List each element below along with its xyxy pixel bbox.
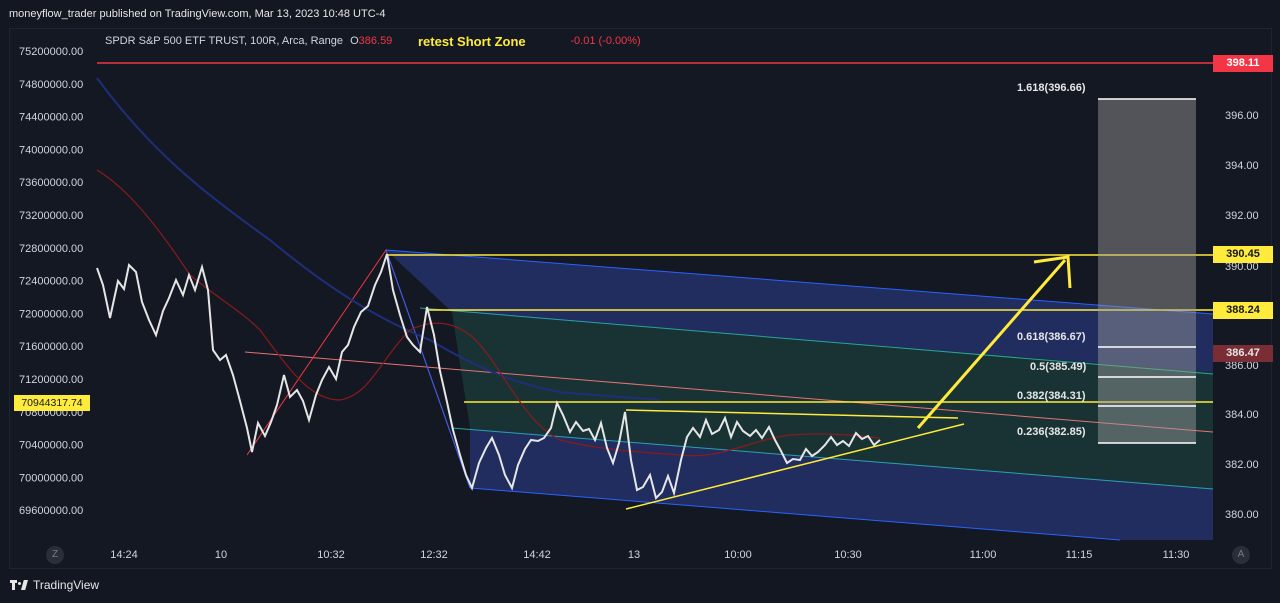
left-axis-tick: 73600000.00: [19, 177, 83, 189]
right-axis-tick: 386.00: [1225, 360, 1259, 372]
price-line: [96, 253, 881, 500]
right-axis-tick: 382.00: [1225, 459, 1259, 471]
publisher-text: moneyflow_trader published on TradingVie…: [9, 8, 386, 20]
left-axis-tick: 70000000.00: [19, 472, 83, 484]
fib-label-05: 0.5(385.49): [1030, 361, 1087, 373]
left-axis-tick: 74400000.00: [19, 112, 83, 124]
time-axis[interactable]: 14:24 10 10:32 12:32 14:42 13 10:00 10:30 11:00 1…: [110, 549, 1189, 561]
channel-line-upper-mid[interactable]: [419, 307, 1214, 375]
annotation-title[interactable]: retest Short Zone: [418, 34, 526, 49]
left-axis-tick: 73200000.00: [19, 210, 83, 222]
chart-legend[interactable]: SPDR S&P 500 ETF TRUST, 100R, Arca, Rang…: [105, 35, 641, 47]
fib-label-0618: 0.618(386.67): [1017, 331, 1086, 343]
left-axis-tick: 75200000.00: [19, 46, 83, 58]
left-axis-tick: 69600000.00: [19, 505, 83, 517]
fib-extension-box[interactable]: [1098, 99, 1196, 443]
left-axis-tick: 72000000.00: [19, 308, 83, 320]
time-axis-label: 14:42: [523, 549, 551, 561]
left-axis-tick: 71200000.00: [19, 374, 83, 386]
time-axis-label: 13: [628, 549, 640, 561]
left-price-axis[interactable]: 75200000.00 74800000.00 74400000.00 7400000…: [19, 46, 83, 517]
time-axis-label: 14:24: [110, 549, 138, 561]
right-axis-tick: 380.00: [1225, 509, 1259, 521]
left-axis-tick: 74800000.00: [19, 79, 83, 91]
time-axis-label: 10: [215, 549, 227, 561]
projection-arrow[interactable]: [916, 255, 1072, 429]
fib-label-0382: 0.382(384.31): [1017, 390, 1086, 402]
fib-label-1618: 1.618(396.66): [1017, 82, 1086, 94]
channel-middle-fill: [452, 312, 1213, 488]
right-price-axis[interactable]: 396.00 394.00 392.00 390.00 386.00 384.00 382.…: [1225, 110, 1259, 521]
right-axis-tick: 390.00: [1225, 261, 1259, 273]
price-tag-398: 398.11: [1213, 55, 1273, 72]
right-axis-tick: 392.00: [1225, 210, 1259, 222]
legend-open-prefix: O: [350, 35, 359, 47]
time-axis-label: 12:32: [420, 549, 448, 561]
left-axis-tick: 71600000.00: [19, 341, 83, 353]
channel-upper-fill: [386, 250, 1213, 372]
auto-scale-button[interactable]: A: [1232, 546, 1250, 564]
legend-symbol: SPDR S&P 500 ETF TRUST, 100R, Arca, Rang…: [105, 35, 344, 47]
channel-line-lower-mid[interactable]: [451, 427, 1214, 490]
price-tag-388: 388.24: [1213, 302, 1273, 319]
channel-line-median[interactable]: [244, 351, 1214, 433]
right-axis-tick: 394.00: [1225, 160, 1259, 172]
top-bar: moneyflow_trader published on TradingVie…: [0, 0, 1280, 28]
left-axis-tick: 72800000.00: [19, 243, 83, 255]
left-axis-marker: 70944317.74: [14, 395, 90, 411]
moving-average-red: [96, 169, 881, 457]
tradingview-logo-icon: [10, 580, 28, 590]
channel-line-bottom[interactable]: [469, 487, 1121, 541]
tradingview-brand: TradingView: [33, 578, 100, 592]
time-axis-label: 11:15: [1066, 549, 1093, 561]
fib-label-0236: 0.236(382.85): [1017, 426, 1086, 438]
right-axis-tick: 396.00: [1225, 110, 1259, 122]
channel-line-top[interactable]: [385, 249, 1214, 315]
time-axis-label: 10:00: [724, 549, 752, 561]
legend-open-value: 386.59: [358, 35, 393, 47]
pitchfork-handle-blue: [385, 249, 471, 489]
time-axis-label: 10:32: [317, 549, 345, 561]
moving-average-blue: [96, 77, 661, 401]
legend-change: -0.01 (-0.00%): [570, 35, 641, 47]
tradingview-logo[interactable]: TradingView: [10, 578, 99, 592]
resistance-trendline[interactable]: [625, 409, 959, 419]
footer-bar: [0, 569, 1280, 603]
time-axis-label: 11:00: [970, 549, 997, 561]
channel-lower-fill: [470, 428, 1213, 540]
time-axis-label: 11:30: [1163, 549, 1190, 561]
right-axis-tick: 384.00: [1225, 409, 1259, 421]
support-trendline[interactable]: [625, 423, 965, 510]
scale-toggle-left-button[interactable]: Z: [46, 546, 64, 564]
left-axis-tick: 74000000.00: [19, 144, 83, 156]
time-axis-label: 10:30: [834, 549, 862, 561]
price-tag-386: 386.47: [1213, 345, 1273, 362]
left-axis-tick: 70400000.00: [19, 440, 83, 452]
left-axis-tick: 72400000.00: [19, 276, 83, 288]
price-tag-390: 390.45: [1213, 246, 1273, 263]
